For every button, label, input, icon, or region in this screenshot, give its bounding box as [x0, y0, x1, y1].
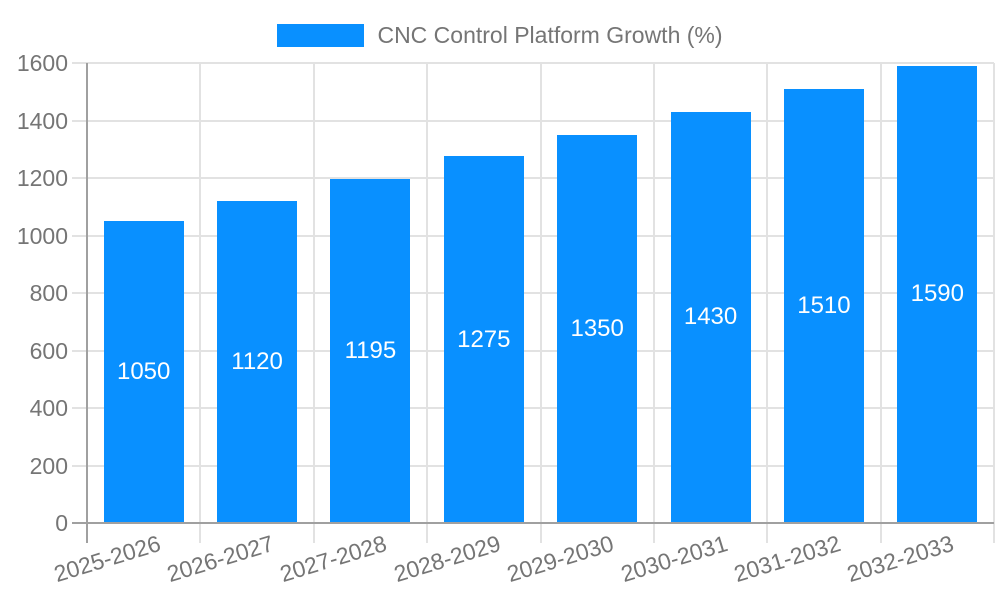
y-tick-label: 0 — [55, 510, 68, 536]
y-tick-label: 800 — [29, 280, 68, 306]
bar: 1195 — [330, 179, 411, 523]
y-gridline — [72, 62, 994, 64]
bar: 1275 — [443, 156, 524, 523]
y-tick-label: 200 — [29, 452, 68, 479]
y-tick-label: 1200 — [16, 165, 68, 191]
bar-value-label: 1350 — [570, 314, 624, 342]
y-gridline — [72, 464, 994, 467]
bar: 1430 — [670, 111, 751, 523]
legend[interactable]: CNC Control Platform Growth (%) — [0, 22, 1000, 49]
y-gridline — [72, 119, 994, 122]
y-tick-label: 1400 — [16, 107, 68, 134]
x-gridline — [539, 63, 542, 543]
bar: 1120 — [217, 201, 298, 523]
y-tick-label: 400 — [29, 395, 68, 421]
y-gridline — [72, 292, 994, 294]
bar-value-label: 1195 — [344, 337, 397, 365]
bar-value-label: 1050 — [116, 358, 171, 386]
bar-value-label: 1120 — [231, 348, 283, 375]
bar: 1350 — [557, 134, 638, 523]
x-gridline — [426, 63, 429, 543]
y-gridline — [72, 177, 994, 179]
bar: 1590 — [897, 65, 978, 523]
x-gridline — [199, 63, 202, 543]
x-gridline — [766, 63, 769, 543]
y-tick-label: 1600 — [16, 50, 68, 76]
bar-value-label: 1430 — [683, 303, 738, 331]
y-axis-line — [86, 63, 88, 543]
legend-label: CNC Control Platform Growth (%) — [377, 22, 723, 48]
y-gridline — [72, 234, 994, 237]
bar-value-label: 1590 — [910, 280, 964, 308]
bar-value-label: 1510 — [797, 291, 851, 319]
x-gridline — [652, 63, 655, 543]
y-gridline — [72, 349, 994, 352]
x-gridline — [879, 63, 882, 543]
x-axis-line — [72, 522, 994, 524]
y-tick-label: 600 — [29, 337, 68, 364]
bar: 1050 — [103, 221, 184, 523]
legend-swatch — [277, 24, 365, 47]
y-gridline — [72, 407, 994, 409]
y-tick-label: 1000 — [16, 222, 68, 249]
bar: 1510 — [783, 88, 864, 523]
x-gridline — [312, 63, 315, 543]
x-gridline — [993, 63, 995, 543]
bar-value-label: 1275 — [457, 325, 511, 353]
